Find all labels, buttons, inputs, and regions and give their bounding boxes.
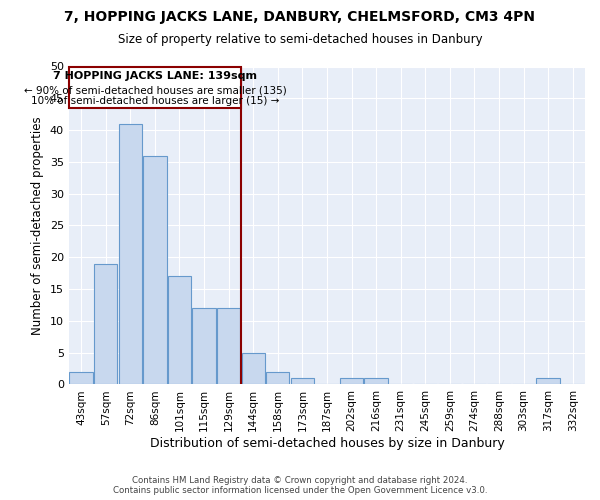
Bar: [217, 308, 241, 384]
Bar: [242, 352, 265, 384]
X-axis label: Distribution of semi-detached houses by size in Danbury: Distribution of semi-detached houses by …: [149, 437, 505, 450]
Text: Size of property relative to semi-detached houses in Danbury: Size of property relative to semi-detach…: [118, 32, 482, 46]
Bar: [340, 378, 363, 384]
Text: 10% of semi-detached houses are larger (15) →: 10% of semi-detached houses are larger (…: [31, 96, 279, 106]
Text: Contains HM Land Registry data © Crown copyright and database right 2024.
Contai: Contains HM Land Registry data © Crown c…: [113, 476, 487, 495]
Text: ← 90% of semi-detached houses are smaller (135): ← 90% of semi-detached houses are smalle…: [23, 85, 286, 95]
Bar: [94, 264, 118, 384]
Bar: [266, 372, 289, 384]
Text: 7 HOPPING JACKS LANE: 139sqm: 7 HOPPING JACKS LANE: 139sqm: [53, 71, 257, 81]
Bar: [536, 378, 560, 384]
Bar: [290, 378, 314, 384]
Y-axis label: Number of semi-detached properties: Number of semi-detached properties: [31, 116, 44, 335]
Bar: [364, 378, 388, 384]
Text: 7, HOPPING JACKS LANE, DANBURY, CHELMSFORD, CM3 4PN: 7, HOPPING JACKS LANE, DANBURY, CHELMSFO…: [65, 10, 536, 24]
Bar: [193, 308, 216, 384]
Bar: [119, 124, 142, 384]
FancyBboxPatch shape: [69, 66, 241, 108]
Bar: [168, 276, 191, 384]
Bar: [143, 156, 167, 384]
Bar: [70, 372, 93, 384]
